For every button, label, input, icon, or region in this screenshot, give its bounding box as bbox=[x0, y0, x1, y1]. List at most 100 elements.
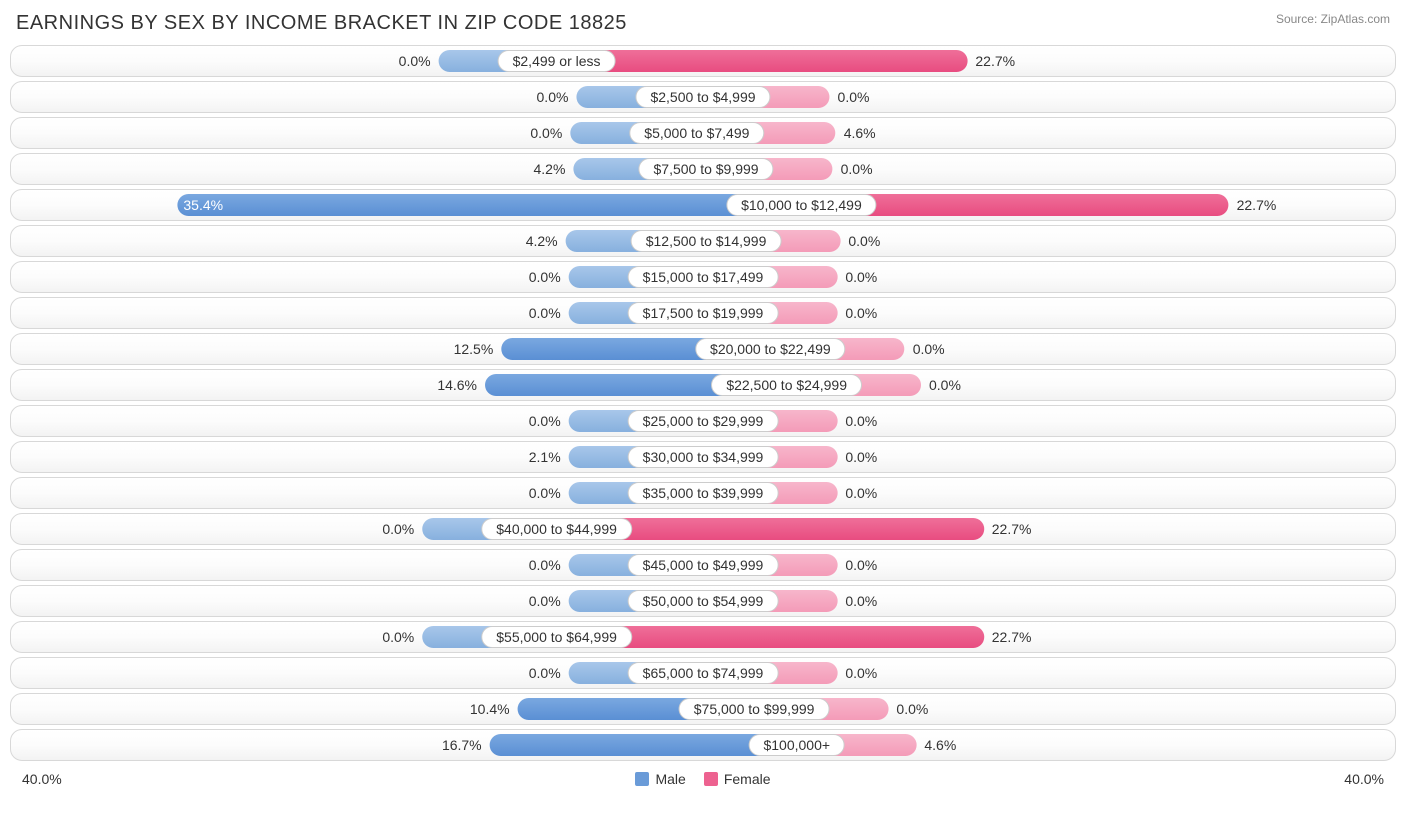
male-value-label: 0.0% bbox=[399, 53, 439, 69]
female-value-label: 4.6% bbox=[836, 125, 876, 141]
chart-row: 0.0%$35,000 to $39,9990.0% bbox=[10, 477, 1396, 509]
female-value-label: 0.0% bbox=[837, 665, 877, 681]
female-value-label: 0.0% bbox=[921, 377, 961, 393]
male-value-label: 0.0% bbox=[382, 521, 422, 537]
male-value-label: 10.4% bbox=[470, 701, 518, 717]
bracket-label: $50,000 to $54,999 bbox=[628, 590, 779, 612]
chart-row-inner: 35.4% $10,000 to $12,49922.7% bbox=[177, 194, 1228, 216]
female-value-label: 22.7% bbox=[967, 53, 1015, 69]
male-value-label: 0.0% bbox=[537, 89, 577, 105]
legend-male-label: Male bbox=[655, 771, 685, 787]
axis-left-max: 40.0% bbox=[22, 771, 62, 787]
female-bar: 22.7% bbox=[621, 626, 984, 648]
chart-row-inner: 0.0%$17,500 to $19,9990.0% bbox=[569, 302, 838, 324]
female-bar: 22.7% bbox=[621, 518, 984, 540]
chart-row: 14.6%$22,500 to $24,9990.0% bbox=[10, 369, 1396, 401]
male-value-label: 35.4% bbox=[183, 197, 223, 213]
female-value-label: 0.0% bbox=[837, 413, 877, 429]
bracket-label: $40,000 to $44,999 bbox=[481, 518, 632, 540]
chart-row-inner: 0.0%$25,000 to $29,9990.0% bbox=[569, 410, 838, 432]
female-value-label: 0.0% bbox=[837, 593, 877, 609]
bracket-label: $30,000 to $34,999 bbox=[628, 446, 779, 468]
bracket-label: $25,000 to $29,999 bbox=[628, 410, 779, 432]
chart-source: Source: ZipAtlas.com bbox=[1276, 12, 1390, 26]
chart-row-inner: 0.0%$50,000 to $54,9990.0% bbox=[569, 590, 838, 612]
bracket-label: $45,000 to $49,999 bbox=[628, 554, 779, 576]
bracket-label: $15,000 to $17,499 bbox=[628, 266, 779, 288]
bracket-label: $75,000 to $99,999 bbox=[679, 698, 830, 720]
bracket-label: $7,500 to $9,999 bbox=[638, 158, 773, 180]
chart-row-inner: 0.0%$45,000 to $49,9990.0% bbox=[569, 554, 838, 576]
chart-row-inner: 4.2%$7,500 to $9,9990.0% bbox=[573, 158, 832, 180]
legend-female-label: Female bbox=[724, 771, 771, 787]
chart-container: EARNINGS BY SEX BY INCOME BRACKET IN ZIP… bbox=[0, 0, 1406, 799]
male-value-label: 0.0% bbox=[529, 557, 569, 573]
bracket-label: $100,000+ bbox=[748, 734, 845, 756]
male-value-label: 16.7% bbox=[442, 737, 490, 753]
chart-row: 16.7%$100,000+4.6% bbox=[10, 729, 1396, 761]
chart-row: 0.0% $50,000 to $54,999 0.0% bbox=[10, 585, 1396, 617]
female-bar: 22.7% bbox=[866, 194, 1229, 216]
female-value-label: 0.0% bbox=[833, 161, 873, 177]
bracket-label: $2,499 or less bbox=[498, 50, 616, 72]
female-value-label: 4.6% bbox=[916, 737, 956, 753]
bracket-label: $10,000 to $12,499 bbox=[726, 194, 877, 216]
bracket-label: $55,000 to $64,999 bbox=[481, 626, 632, 648]
male-value-label: 4.2% bbox=[533, 161, 573, 177]
chart-row-inner: 12.5%$20,000 to $22,4990.0% bbox=[501, 338, 904, 360]
chart-row-inner: 0.0%$40,000 to $44,99922.7% bbox=[422, 518, 984, 540]
chart-row: 0.0%$65,000 to $74,9990.0% bbox=[10, 657, 1396, 689]
chart-row: 0.0%$45,000 to $49,9990.0% bbox=[10, 549, 1396, 581]
chart-row: 0.0%$15,000 to $17,4990.0% bbox=[10, 261, 1396, 293]
chart-row: 10.4%$75,000 to $99,9990.0% bbox=[10, 693, 1396, 725]
chart-body: 0.0%$2,499 or less22.7%0.0%$2,500 to $4,… bbox=[10, 45, 1396, 761]
chart-row-inner: 14.6%$22,500 to $24,9990.0% bbox=[485, 374, 921, 396]
chart-row-inner: 4.2%$12,500 to $14,9990.0% bbox=[566, 230, 841, 252]
male-value-label: 0.0% bbox=[529, 413, 569, 429]
chart-row-inner: 10.4%$75,000 to $99,9990.0% bbox=[518, 698, 889, 720]
female-value-label: 22.7% bbox=[984, 521, 1032, 537]
axis-right-max: 40.0% bbox=[1344, 771, 1384, 787]
male-bar: 10.4% bbox=[518, 698, 690, 720]
bracket-label: $35,000 to $39,999 bbox=[628, 482, 779, 504]
legend: Male Female bbox=[635, 771, 770, 787]
female-swatch-icon bbox=[704, 772, 718, 786]
chart-row: 0.0% $25,000 to $29,999 0.0% bbox=[10, 405, 1396, 437]
male-value-label: 4.2% bbox=[526, 233, 566, 249]
male-value-label: 2.1% bbox=[529, 449, 569, 465]
chart-row: 0.0%$2,499 or less22.7% bbox=[10, 45, 1396, 77]
legend-male: Male bbox=[635, 771, 685, 787]
female-bar: 4.6% bbox=[834, 734, 916, 756]
male-value-label: 14.6% bbox=[437, 377, 485, 393]
male-bar: 16.7% bbox=[490, 734, 760, 756]
female-value-label: 0.0% bbox=[830, 89, 870, 105]
chart-row-inner: 0.0%$15,000 to $17,4990.0% bbox=[569, 266, 838, 288]
female-value-label: 0.0% bbox=[837, 449, 877, 465]
male-bar: 35.4% bbox=[177, 194, 737, 216]
chart-row: 4.2%$12,500 to $14,9990.0% bbox=[10, 225, 1396, 257]
chart-row-inner: 0.0%$65,000 to $74,9990.0% bbox=[569, 662, 838, 684]
chart-row: 2.1% $30,000 to $34,999 0.0% bbox=[10, 441, 1396, 473]
male-value-label: 12.5% bbox=[454, 341, 502, 357]
female-value-label: 0.0% bbox=[837, 305, 877, 321]
chart-row: 0.0% $5,000 to $7,499 4.6% bbox=[10, 117, 1396, 149]
chart-row-inner: 0.0%$55,000 to $64,99922.7% bbox=[422, 626, 984, 648]
chart-row-inner: 0.0%$2,499 or less22.7% bbox=[439, 50, 968, 72]
male-value-label: 0.0% bbox=[529, 485, 569, 501]
chart-row: 12.5%$20,000 to $22,4990.0% bbox=[10, 333, 1396, 365]
chart-row-inner: 16.7%$100,000+4.6% bbox=[490, 734, 917, 756]
male-value-label: 0.0% bbox=[529, 269, 569, 285]
male-value-label: 0.0% bbox=[382, 629, 422, 645]
female-bar: 22.7% bbox=[605, 50, 968, 72]
female-value-label: 22.7% bbox=[984, 629, 1032, 645]
male-bar: 14.6% bbox=[485, 374, 722, 396]
chart-row: 4.2% $7,500 to $9,999 0.0% bbox=[10, 153, 1396, 185]
bracket-label: $22,500 to $24,999 bbox=[711, 374, 862, 396]
chart-row-inner: 0.0%$2,500 to $4,9990.0% bbox=[576, 86, 829, 108]
bracket-label: $5,000 to $7,499 bbox=[629, 122, 764, 144]
male-value-label: 0.0% bbox=[530, 125, 570, 141]
female-value-label: 0.0% bbox=[905, 341, 945, 357]
male-value-label: 0.0% bbox=[529, 593, 569, 609]
chart-row-inner: 2.1%$30,000 to $34,9990.0% bbox=[569, 446, 838, 468]
chart-title: EARNINGS BY SEX BY INCOME BRACKET IN ZIP… bbox=[16, 12, 627, 35]
